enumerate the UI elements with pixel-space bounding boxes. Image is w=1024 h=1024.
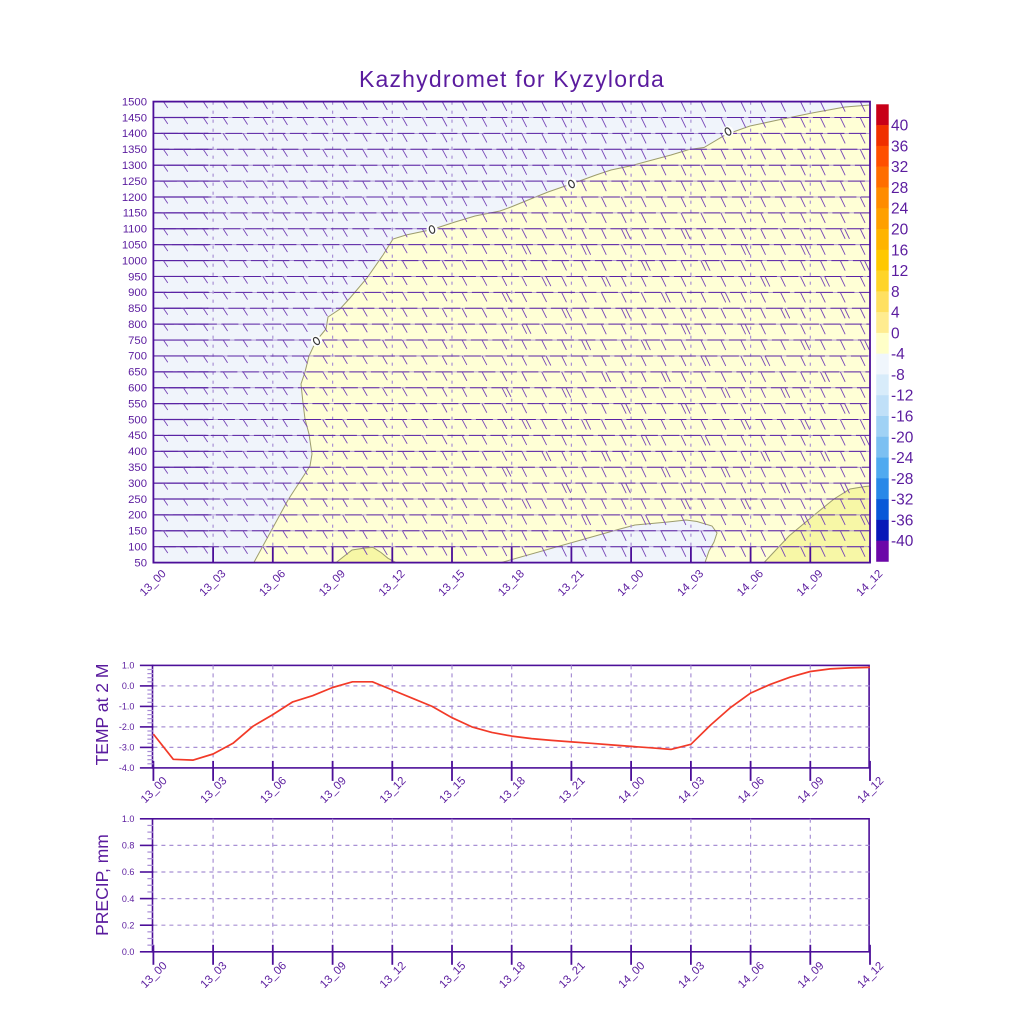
svg-text:1100: 1100 — [123, 224, 147, 236]
svg-text:1450: 1450 — [122, 112, 147, 124]
svg-text:600: 600 — [128, 383, 147, 395]
svg-text:1200: 1200 — [122, 192, 147, 204]
svg-text:0: 0 — [891, 325, 900, 342]
svg-text:1250: 1250 — [122, 176, 147, 188]
svg-text:32: 32 — [891, 159, 908, 176]
svg-text:-3.0: -3.0 — [119, 743, 135, 753]
svg-text:200: 200 — [128, 510, 147, 522]
svg-text:950: 950 — [128, 271, 147, 283]
svg-text:550: 550 — [128, 398, 147, 410]
svg-text:-36: -36 — [891, 512, 913, 529]
svg-text:-16: -16 — [891, 409, 913, 426]
svg-text:750: 750 — [128, 335, 147, 347]
svg-text:650: 650 — [128, 367, 147, 379]
svg-text:0.0: 0.0 — [122, 947, 135, 957]
svg-text:16: 16 — [891, 242, 908, 259]
svg-text:1150: 1150 — [123, 208, 147, 220]
svg-text:1050: 1050 — [122, 240, 147, 252]
svg-text:1400: 1400 — [122, 128, 147, 140]
svg-text:-2.0: -2.0 — [119, 722, 135, 732]
svg-text:1300: 1300 — [122, 160, 147, 172]
svg-text:-40: -40 — [891, 533, 914, 550]
svg-text:800: 800 — [128, 319, 147, 331]
svg-text:1.0: 1.0 — [122, 661, 135, 671]
svg-text:900: 900 — [128, 287, 147, 299]
svg-text:300: 300 — [128, 478, 147, 490]
svg-text:-8: -8 — [891, 367, 905, 384]
svg-text:-32: -32 — [891, 492, 913, 509]
svg-text:TEMP at 2 M: TEMP at 2 M — [92, 664, 112, 766]
svg-text:0.6: 0.6 — [122, 867, 135, 877]
svg-text:0.8: 0.8 — [122, 841, 135, 851]
svg-text:350: 350 — [128, 462, 147, 474]
svg-text:4: 4 — [891, 305, 900, 322]
svg-text:24: 24 — [891, 201, 909, 218]
svg-text:-1.0: -1.0 — [119, 702, 135, 712]
svg-text:-4: -4 — [891, 346, 905, 363]
svg-text:1000: 1000 — [122, 255, 147, 267]
svg-text:-12: -12 — [891, 388, 913, 405]
svg-text:8: 8 — [891, 284, 900, 301]
svg-text:36: 36 — [891, 138, 908, 155]
svg-text:150: 150 — [128, 526, 147, 538]
svg-text:PRECIP, mm: PRECIP, mm — [92, 834, 112, 936]
svg-text:450: 450 — [128, 430, 147, 442]
svg-text:Kazhydromet for Kyzylorda: Kazhydromet for Kyzylorda — [359, 66, 665, 92]
svg-text:1350: 1350 — [122, 144, 147, 156]
svg-text:700: 700 — [128, 351, 147, 363]
svg-text:0.0: 0.0 — [122, 681, 135, 691]
svg-text:400: 400 — [128, 446, 147, 458]
svg-text:250: 250 — [128, 494, 147, 506]
svg-text:28: 28 — [891, 180, 908, 197]
svg-text:-4.0: -4.0 — [119, 763, 135, 773]
svg-text:1500: 1500 — [122, 96, 147, 108]
svg-text:1.0: 1.0 — [122, 814, 135, 824]
svg-text:40: 40 — [891, 118, 909, 135]
svg-text:500: 500 — [128, 414, 147, 426]
svg-text:0.2: 0.2 — [122, 920, 135, 930]
svg-text:850: 850 — [128, 303, 147, 315]
svg-text:50: 50 — [134, 557, 147, 569]
svg-text:-28: -28 — [891, 471, 913, 488]
svg-text:0.4: 0.4 — [122, 894, 135, 904]
svg-text:-24: -24 — [891, 450, 914, 467]
svg-text:12: 12 — [891, 263, 908, 280]
svg-text:100: 100 — [128, 542, 147, 554]
svg-text:20: 20 — [891, 222, 909, 239]
svg-text:-20: -20 — [891, 429, 914, 446]
